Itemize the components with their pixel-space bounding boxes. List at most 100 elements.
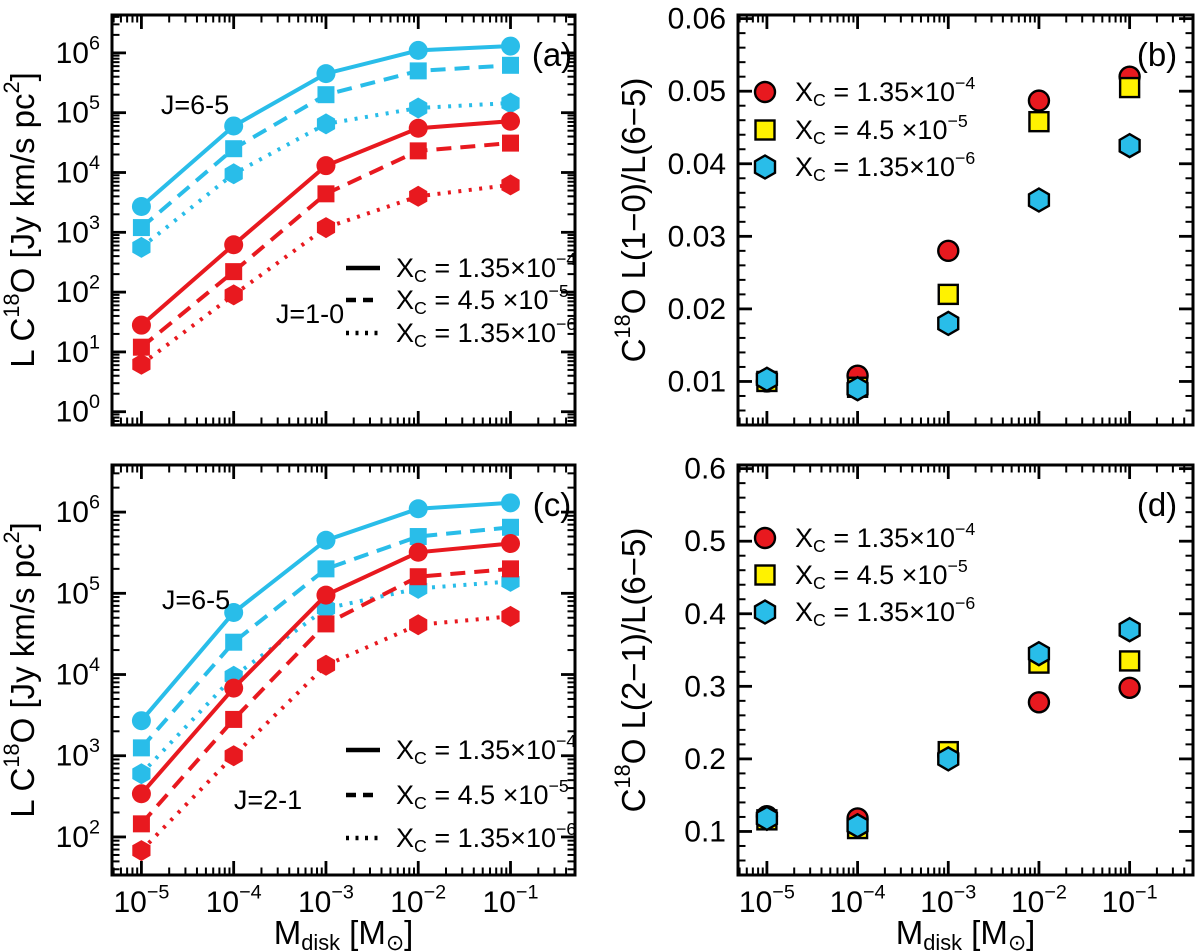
- series-marker-xc-1-35e-6: [755, 366, 779, 393]
- series-marker-j-2-1-xc-1-35e-6: [501, 605, 520, 627]
- series-marker-j-1-0-xc-1-35e-6: [316, 217, 336, 239]
- series-marker-j-2-1-xc-4-5e-5: [502, 560, 520, 578]
- legend-sample-hexagon: [753, 599, 777, 625]
- panel-b-series: [755, 65, 1141, 402]
- series-marker-j-2-1-xc-4-5e-5: [317, 615, 335, 633]
- y-tick-label-c: 105: [56, 573, 100, 611]
- x-tick-label-c: 10−2: [390, 882, 446, 920]
- panel-b-legend: XC = 1.35×10−4XC = 4.5 ×10−5XC = 1.35×10…: [753, 73, 975, 185]
- y-tick-label-c: 102: [56, 816, 100, 854]
- x-tick-label-d: 10−5: [739, 882, 795, 920]
- panel-a-frame: [110, 13, 577, 427]
- series-marker-xc-1-35e-6: [846, 812, 869, 839]
- series-marker-j-1-0-xc-1-35e-6: [501, 174, 520, 196]
- series-marker-j-1-0-xc-1-35e-4: [408, 118, 428, 138]
- series-marker-j-2-1-xc-4-5e-5: [132, 815, 150, 833]
- series-marker-j-6-5-xc-1-35e-4: [408, 40, 428, 60]
- series-marker-j-6-5-xc-4-5e-5: [132, 739, 150, 757]
- series-marker-xc-1-35e-6: [755, 805, 779, 832]
- y-axis-label-a: L C18O [Jy km/s pc2]: [0, 72, 41, 368]
- y-tick-label-c: 106: [56, 492, 100, 530]
- y-tick-label-b: 0.05: [668, 75, 726, 108]
- series-marker-j-6-5-xc-4-5e-5: [502, 56, 520, 74]
- y-tick-label-a: 100: [56, 391, 100, 429]
- y-tick-label-d: 0.6: [684, 453, 726, 486]
- series-marker-j-1-0-xc-1-35e-6: [409, 185, 428, 207]
- panel-c-series: [131, 493, 521, 862]
- series-marker-j-6-5-xc-4-5e-5: [225, 140, 243, 158]
- y-tick-label-b: 0.02: [668, 293, 726, 326]
- series-marker-j-6-5-xc-4-5e-5: [317, 560, 335, 578]
- panel-c: 10−5 10−4 10−3 10−2 10−1 102 103 104 105 106 Mdisk…: [0, 463, 577, 952]
- series-marker-j-1-0-xc-4-5e-5: [132, 338, 150, 356]
- panel-d: 10−5 10−4 10−3 10−2 10−1 0.1 0.2 0.3 0.4 0.5 0.6 Md…: [610, 453, 1195, 952]
- series-marker-j-2-1-xc-1-35e-4: [224, 678, 244, 698]
- annotation-j-6-5: J=6-5: [161, 90, 229, 120]
- series-marker-j-2-1-xc-1-35e-6: [224, 745, 243, 767]
- series-line-j-6-5-xc-4-5e-5: [139, 525, 511, 750]
- legend-label: XC = 1.35×10−6: [396, 314, 576, 351]
- series-marker-xc-4-5e-5: [1118, 650, 1141, 672]
- panel-a: 100 101 102 103 104 105 106 L C18O [Jy km/s pc2…: [0, 13, 577, 429]
- series-marker-j-2-1-xc-1-35e-6: [409, 614, 428, 636]
- series-line-j-2-1-xc-1-35e-6: [139, 614, 511, 852]
- y-tick-label-d: 0.4: [684, 598, 726, 631]
- series-marker-j-1-0-xc-1-35e-4: [131, 315, 151, 335]
- legend-sample-hexagon: [753, 154, 777, 180]
- x-tick-label-d: 10−2: [1011, 882, 1067, 920]
- annotation--c-: (c): [533, 486, 571, 523]
- panel-b-frame: [736, 13, 1195, 427]
- x-tick-label-c: 10−4: [206, 882, 262, 920]
- y-tick-label-c: 104: [56, 654, 100, 692]
- series-marker-xc-4-5e-5: [1028, 110, 1050, 133]
- series-marker-j-6-5-xc-1-35e-6: [132, 236, 151, 258]
- legend-label: XC = 1.35×10−6: [795, 148, 975, 185]
- y-tick-label-a: 101: [56, 331, 100, 369]
- series-marker-xc-1-35e-6: [1118, 132, 1141, 159]
- y-tick-label-a: 104: [56, 152, 100, 190]
- series-marker-j-6-5-xc-1-35e-6: [224, 163, 243, 185]
- series-marker-xc-1-35e-4: [1027, 89, 1051, 112]
- y-tick-label-a: 106: [56, 32, 100, 70]
- series-marker-j-1-0-xc-1-35e-4: [224, 235, 244, 255]
- series-marker-xc-1-35e-6: [1118, 616, 1141, 643]
- panel-b-ticks: [738, 15, 1194, 426]
- y-axis-label-c: L C18O [Jy km/s pc2]: [0, 522, 41, 818]
- series-marker-j-6-5-xc-1-35e-4: [408, 499, 428, 519]
- series-marker-xc-1-35e-6: [1027, 640, 1051, 667]
- series-marker-j-6-5-xc-4-5e-5: [502, 518, 520, 536]
- series-marker-xc-1-35e-6: [1027, 187, 1051, 213]
- y-tick-label-d: 0.3: [684, 670, 726, 703]
- series-marker-j-1-0-xc-4-5e-5: [317, 185, 335, 203]
- annotation--d-: (d): [1137, 486, 1177, 523]
- series-marker-j-6-5-xc-4-5e-5: [132, 219, 150, 237]
- series-marker-j-6-5-xc-1-35e-4: [131, 711, 151, 731]
- series-marker-j-6-5-xc-1-35e-4: [501, 493, 521, 513]
- series-marker-j-6-5-xc-1-35e-6: [501, 92, 520, 114]
- legend-label: XC = 1.35×10−4: [396, 731, 576, 768]
- y-tick-label-b: 0.04: [668, 148, 726, 181]
- annotation--b-: (b): [1137, 36, 1177, 73]
- annotation-j-6-5: J=6-5: [162, 585, 230, 615]
- series-marker-xc-1-35e-4: [1027, 691, 1051, 714]
- legend-label: XC = 1.35×10−4: [396, 249, 576, 286]
- x-tick-label-d: 10−4: [830, 882, 886, 920]
- panel-c-frame: [110, 463, 577, 877]
- series-marker-j-6-5-xc-1-35e-4: [316, 530, 336, 550]
- y-tick-label-d: 0.1: [684, 815, 726, 848]
- x-tick-label-c: 10−5: [113, 882, 169, 920]
- series-marker-j-6-5-xc-4-5e-5: [225, 633, 243, 651]
- y-tick-label-d: 0.2: [684, 743, 726, 776]
- y-tick-label-a: 102: [56, 272, 100, 310]
- series-marker-j-1-0-xc-1-35e-6: [224, 284, 243, 306]
- legend-label: XC = 1.35×10−6: [396, 819, 576, 856]
- series-marker-j-6-5-xc-4-5e-5: [409, 62, 427, 80]
- panel-d-frame: [736, 463, 1195, 877]
- legend-sample-circle: [753, 80, 777, 104]
- series-marker-j-2-1-xc-1-35e-4: [316, 585, 336, 605]
- legend-sample-square: [754, 564, 776, 586]
- series-line-j-1-0-xc-1-35e-6: [140, 182, 511, 366]
- series-marker-xc-1-35e-6: [937, 310, 960, 337]
